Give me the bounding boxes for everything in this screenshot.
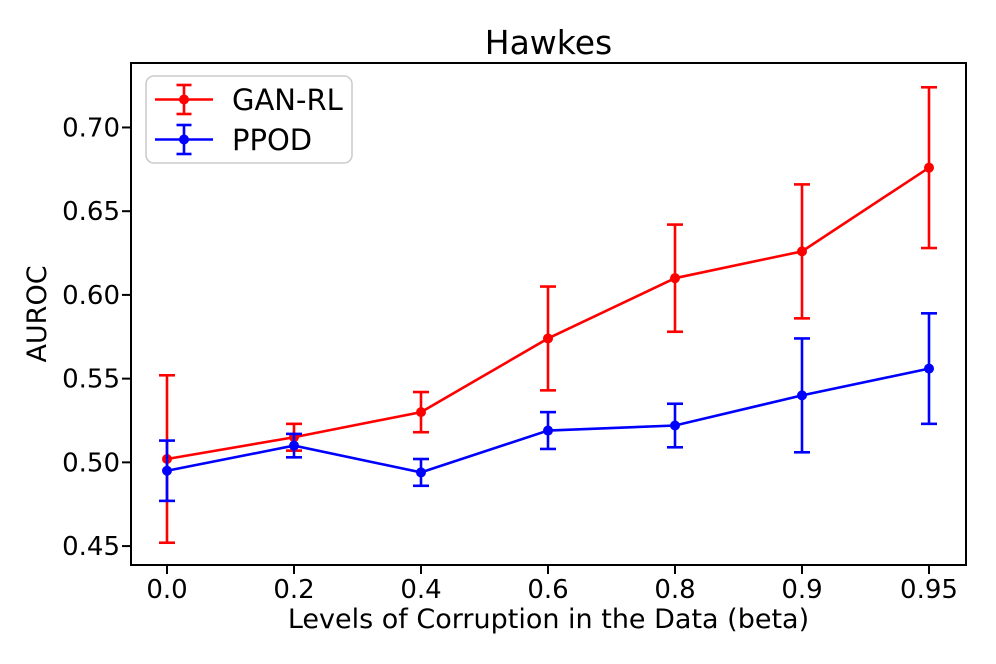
y-tick-label: 0.55 (62, 365, 120, 395)
data-point-marker (797, 390, 807, 401)
legend-marker (179, 94, 189, 105)
x-tick-label: 0.0 (146, 575, 187, 605)
chart-title: Hawkes (485, 23, 612, 62)
x-tick-label: 0.8 (654, 575, 695, 605)
legend-marker (179, 134, 189, 145)
x-tick-label: 0.4 (400, 575, 441, 605)
data-point-marker (797, 246, 807, 257)
legend-entry-gan-rl: GAN-RL (155, 83, 343, 117)
x-tick-label: 0.9 (781, 575, 822, 605)
data-point-marker (670, 420, 680, 431)
data-point-marker (543, 425, 553, 436)
y-tick-label: 0.65 (62, 197, 120, 227)
legend-label: PPOD (232, 123, 312, 157)
data-point-marker (289, 440, 299, 451)
data-point-marker (670, 273, 680, 284)
legend-entry-ppod: PPOD (155, 123, 312, 157)
data-point-marker (416, 467, 426, 478)
x-axis-label: Levels of Corruption in the Data (beta) (288, 604, 809, 635)
data-point-marker (162, 465, 172, 476)
y-tick-label: 0.60 (62, 281, 120, 311)
y-axis-label: AUROC (22, 265, 53, 362)
x-tick-label: 0.2 (273, 575, 314, 605)
plot-series (159, 85, 937, 545)
y-tick-label: 0.70 (62, 113, 120, 143)
y-tick-label: 0.50 (62, 448, 120, 478)
data-point-marker (924, 363, 934, 374)
y-tick-label: 0.45 (62, 532, 120, 562)
axes-ticks: 0.0 0.2 0.4 0.6 0.8 0.9 0.95 0.45 0.50 0.55 0.60 0.… (62, 113, 958, 605)
plot-border (130, 62, 967, 566)
legend-box (145, 75, 353, 164)
x-tick-label: 0.6 (527, 575, 568, 605)
data-point-marker (543, 333, 553, 344)
data-point-marker (924, 162, 934, 173)
legend-label: GAN-RL (232, 83, 343, 117)
x-tick-label: 0.95 (900, 575, 958, 605)
series-ppod (159, 312, 937, 503)
data-point-marker (416, 407, 426, 418)
legend: GAN-RL PPOD (145, 75, 353, 164)
